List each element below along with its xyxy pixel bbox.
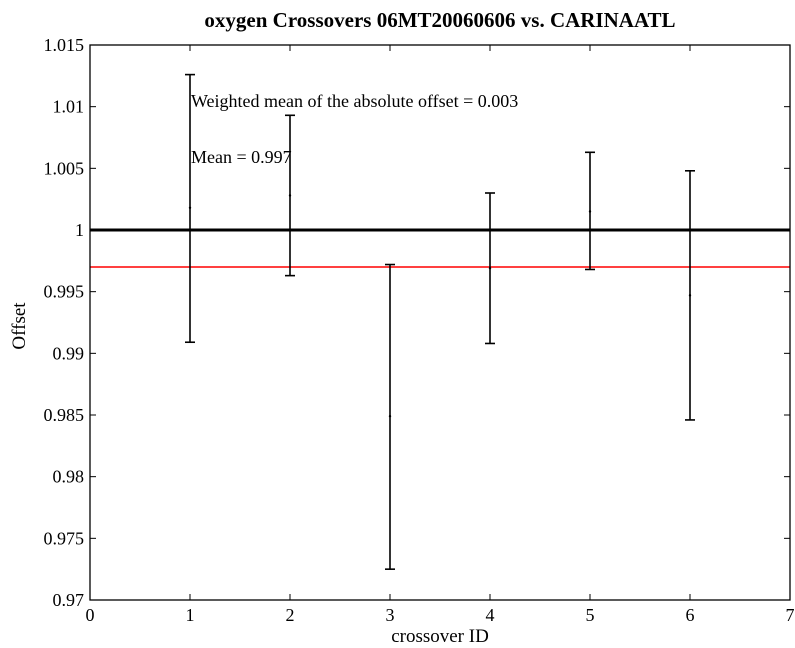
- y-tick-label: 1.005: [44, 158, 85, 178]
- errorbar-2: [285, 114, 295, 277]
- y-axis-label: Offset: [9, 302, 30, 350]
- y-tick-label: 1.01: [53, 97, 85, 117]
- y-tick-label: 0.97: [53, 590, 85, 610]
- x-tick-label: 3: [386, 605, 395, 625]
- x-axis-label: crossover ID: [391, 626, 489, 647]
- plot-area: 0 1 2 3 4 5 6 7 0.97 0.975 0.98 0.985 0.99 0.995 1 1.00…: [44, 35, 795, 625]
- data-point: [588, 210, 592, 213]
- y-tick-label: 1: [75, 220, 84, 240]
- data-point: [488, 267, 492, 270]
- x-tick-label: 0: [86, 605, 95, 625]
- x-tick-label: 4: [486, 605, 495, 625]
- errorbar-5: [585, 151, 595, 271]
- x-tick-label: 7: [786, 605, 795, 625]
- y-tick-label: 0.985: [44, 405, 85, 425]
- errorbar-6: [685, 170, 695, 421]
- data-point: [388, 415, 392, 418]
- data-point: [188, 206, 192, 209]
- chart-title: oxygen Crossovers 06MT20060606 vs. CARIN…: [204, 8, 675, 32]
- axes-frame: [89, 44, 791, 601]
- y-tick-label: 0.995: [44, 282, 85, 302]
- annotation-mean: Mean = 0.997: [191, 147, 292, 167]
- data-point: [688, 294, 692, 297]
- y-tick-label: 1.015: [44, 35, 85, 55]
- data-point: [288, 194, 292, 197]
- y-tick-label: 0.975: [44, 528, 85, 548]
- errorbar-4: [485, 192, 495, 345]
- y-tick-label: 0.99: [53, 343, 85, 363]
- x-tick-label: 6: [686, 605, 695, 625]
- errorbar-3: [385, 263, 395, 570]
- errorbar-1: [185, 73, 195, 344]
- annotation-weighted-mean: Weighted mean of the absolute offset = 0…: [191, 91, 518, 111]
- x-tick-label: 2: [286, 605, 295, 625]
- x-tick-label: 5: [586, 605, 595, 625]
- y-tick-label: 0.98: [53, 467, 85, 487]
- x-tick-label: 1: [186, 605, 195, 625]
